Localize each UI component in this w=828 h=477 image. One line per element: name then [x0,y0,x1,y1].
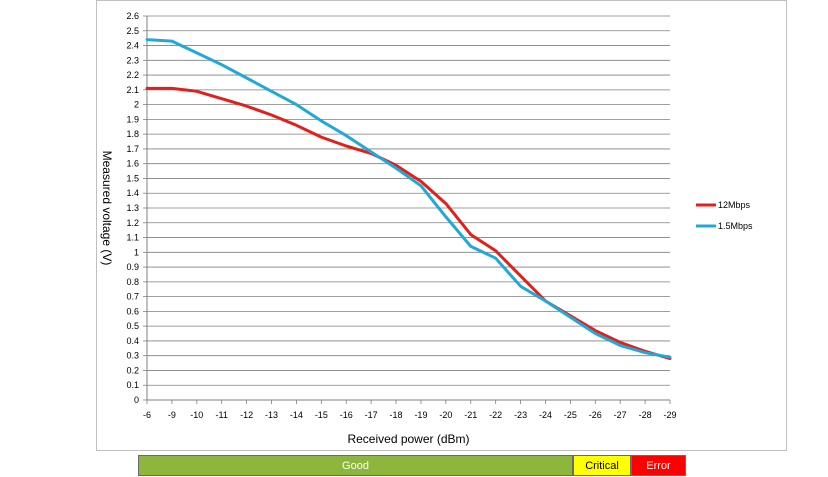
y-tick-label: 2.4 [126,41,139,51]
y-tick-label: 2 [134,100,139,110]
status-error-segment: Error [631,455,686,476]
y-tick-label: 1.4 [126,188,139,198]
x-tick-label: -18 [390,410,403,420]
y-tick-label: 1.7 [126,144,139,154]
y-tick-label: 2.1 [126,85,139,95]
status-good-segment: Good [138,455,573,476]
x-tick-label: -19 [414,410,427,420]
x-tick-label: -14 [290,410,303,420]
x-tick-label: -11 [216,410,228,420]
x-tick-label: -17 [365,410,378,420]
y-tick-label: 0.8 [126,277,139,287]
x-tick-label: -21 [464,410,477,420]
legend-label: 12Mbps [718,200,751,210]
x-tick-label: -10 [190,410,203,420]
y-tick-label: 1.8 [126,129,139,139]
y-tick-label: 2.2 [126,70,139,80]
chart-area: 0 0.1 0.2 0.3 0.4 0.5 0.6 0.7 0.8 0.9 1 1.1 1.2 1.3 1.… [96,0,787,451]
y-axis-title: Measured voltage (V) [100,151,114,266]
status-error-label: Error [646,459,671,472]
y-tick-label: 0.4 [126,336,139,346]
x-tick-label: -29 [663,410,676,420]
y-tick-label: 0.6 [126,306,139,316]
y-tick-label: 1 [134,247,139,257]
y-tick-label: 0.9 [126,262,139,272]
x-tick-label: -20 [439,410,452,420]
y-tick-label: 2.3 [126,55,139,65]
y-tick-label: 2.5 [126,26,139,36]
x-tick-label: -27 [614,410,627,420]
status-critical-label: Critical [585,459,619,472]
y-tick-label: 1.6 [126,159,139,169]
legend-label: 1.5Mbps [718,221,753,231]
y-tick-label: 0.5 [126,321,139,331]
x-tick-label: -26 [589,410,602,420]
y-tick-label: 1.1 [126,233,139,243]
y-tick-label: 0.3 [126,351,139,361]
y-tick-label: 0 [134,395,139,405]
y-tick-label: 1.9 [126,114,139,124]
y-tick-label: 2.6 [126,11,139,21]
quality-status-bar: Good Critical Error [138,455,686,476]
x-tick-label: -25 [564,410,577,420]
y-tick-label: 0.7 [126,292,139,302]
x-tick-label: -15 [315,410,328,420]
series-line-1-5mbps [145,38,672,359]
y-tick-label: 1.3 [126,203,139,213]
x-tick-label: -23 [514,410,527,420]
x-tick-label: -6 [143,410,151,420]
x-tick-label: -9 [168,410,176,420]
status-good-label: Good [342,459,369,472]
x-tick-label: -16 [340,410,353,420]
x-tick-label: -12 [240,410,253,420]
x-tick-label: -28 [639,410,652,420]
y-tick-label: 1.2 [126,218,139,228]
x-tick-label: -24 [539,410,552,420]
y-tick-label: 0.1 [126,380,139,390]
x-tick-label: -22 [489,410,502,420]
y-tick-label: 0.2 [126,365,139,375]
x-axis-title: Received power (dBm) [347,432,469,446]
line-chart: 0 0.1 0.2 0.3 0.4 0.5 0.6 0.7 0.8 0.9 1 1.1 1.2 1.3 1.… [100,11,753,446]
status-critical-segment: Critical [573,455,631,476]
x-tick-label: -13 [265,410,278,420]
series-line-12mbps [145,86,672,361]
y-tick-label: 1.5 [126,173,139,183]
